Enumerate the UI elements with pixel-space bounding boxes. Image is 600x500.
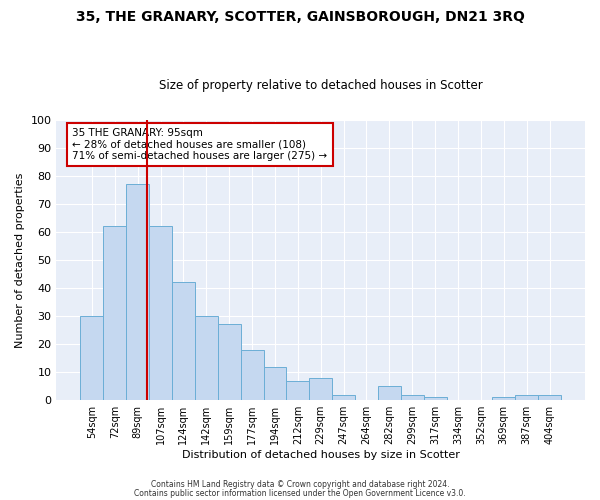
Text: Contains public sector information licensed under the Open Government Licence v3: Contains public sector information licen… (134, 490, 466, 498)
Bar (195, 316, 218, 400)
Bar (241, 350, 263, 400)
Bar (286, 380, 309, 400)
Bar (493, 398, 515, 400)
Title: Size of property relative to detached houses in Scotter: Size of property relative to detached ho… (159, 79, 482, 92)
Bar (103, 226, 126, 400)
Bar (424, 398, 446, 400)
Bar (80, 316, 103, 400)
Bar (378, 386, 401, 400)
Bar (218, 324, 241, 400)
Bar (126, 184, 149, 400)
X-axis label: Distribution of detached houses by size in Scotter: Distribution of detached houses by size … (182, 450, 460, 460)
Bar (332, 394, 355, 400)
Bar (538, 394, 561, 400)
Text: 35, THE GRANARY, SCOTTER, GAINSBOROUGH, DN21 3RQ: 35, THE GRANARY, SCOTTER, GAINSBOROUGH, … (76, 10, 524, 24)
Bar (263, 366, 286, 400)
Bar (149, 226, 172, 400)
Bar (515, 394, 538, 400)
Bar (172, 282, 195, 400)
Bar (401, 394, 424, 400)
Text: 35 THE GRANARY: 95sqm
← 28% of detached houses are smaller (108)
71% of semi-det: 35 THE GRANARY: 95sqm ← 28% of detached … (72, 128, 328, 161)
Y-axis label: Number of detached properties: Number of detached properties (15, 172, 25, 348)
Bar (309, 378, 332, 400)
Text: Contains HM Land Registry data © Crown copyright and database right 2024.: Contains HM Land Registry data © Crown c… (151, 480, 449, 489)
